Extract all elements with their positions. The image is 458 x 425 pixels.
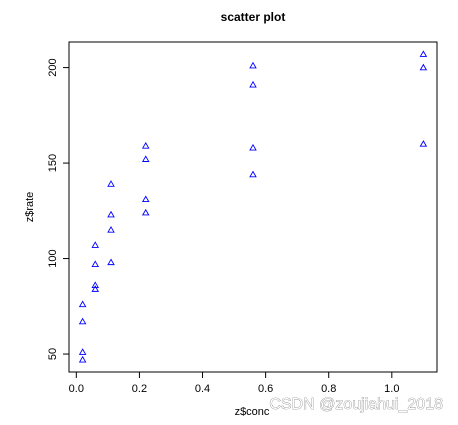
point (141, 141, 150, 149)
y-tick-label: 200 (47, 58, 59, 76)
point (141, 155, 150, 162)
point (78, 300, 87, 308)
point (91, 260, 100, 267)
point (249, 61, 257, 69)
point (419, 63, 428, 71)
point (91, 285, 100, 292)
point (249, 143, 257, 151)
x-tick-label: 0.2 (132, 383, 147, 395)
point (419, 50, 428, 57)
y-axis-label: z$rate (24, 192, 36, 223)
y-tick-label: 100 (47, 249, 59, 267)
point (419, 140, 428, 147)
x-tick-label: 0.4 (195, 383, 210, 395)
y-tick-label: 150 (47, 154, 59, 172)
point (91, 241, 100, 248)
x-tick-label: 0.8 (321, 383, 336, 395)
point (78, 355, 87, 363)
y-tick-label: 50 (47, 348, 59, 360)
chart-title: scatter plot (221, 10, 286, 24)
point (107, 258, 115, 266)
plot-box (68, 41, 438, 373)
watermark: CSDN @zoujiahui_2018 (269, 396, 443, 413)
point (249, 80, 257, 88)
x-tick-label: 0.6 (258, 383, 273, 395)
x-tick-label: 0.0 (69, 383, 84, 395)
point (91, 281, 100, 288)
x-tick-label: 1.0 (384, 383, 399, 395)
point (78, 348, 87, 355)
point (107, 210, 115, 218)
point (78, 317, 87, 325)
point (141, 208, 150, 216)
point (107, 226, 115, 233)
point (141, 195, 150, 203)
point (107, 180, 115, 187)
x-axis-label: z$conc (235, 406, 270, 418)
point (249, 170, 257, 178)
